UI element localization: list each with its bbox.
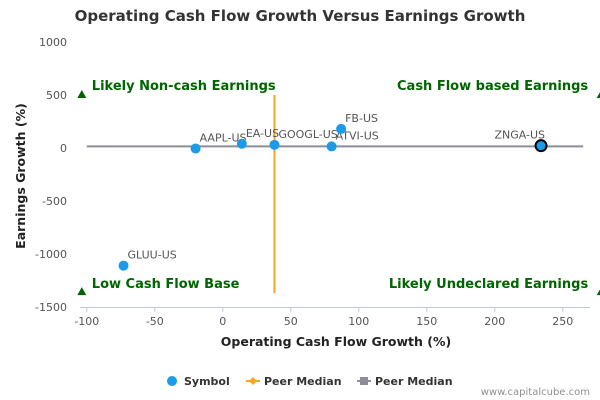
legend-symbol-marker — [167, 376, 177, 386]
y-tick-label: -1500 — [35, 301, 67, 314]
quadrant-marker — [596, 289, 600, 296]
x-tick-label: 50 — [284, 315, 298, 328]
data-point-highlight[interactable] — [534, 139, 548, 153]
data-point-label: GOOGL-US — [278, 128, 337, 141]
y-tick-label: 500 — [46, 89, 67, 102]
quadrant-marker — [77, 90, 87, 98]
x-tick-label: 100 — [348, 315, 369, 328]
data-point[interactable] — [190, 143, 201, 154]
data-point-label: EA-US — [246, 127, 279, 140]
median-lines — [86, 95, 584, 294]
data-point[interactable] — [236, 138, 247, 149]
axes: -100 -50 0 50 100 150 200 25010005000-500-1000-… — [35, 36, 590, 328]
quadrant-marker — [596, 92, 600, 98]
quadrant-label-bottom-left: Low Cash Flow Base — [92, 277, 240, 292]
legend-hline-marker-square — [360, 377, 368, 385]
legend: Symbol Peer Median Peer Median — [167, 375, 453, 388]
x-tick-label: 200 — [484, 315, 505, 328]
quadrant-labels: Likely Non-cash Earnings Cash Flow based … — [77, 79, 600, 296]
quadrant-label-bottom-right: Likely Undeclared Earnings — [389, 277, 589, 292]
data-point[interactable] — [336, 123, 347, 134]
data-point-label: ATVI-US — [336, 129, 379, 142]
y-axis-title: Earnings Growth (%) — [13, 103, 28, 249]
x-axis-title: Operating Cash Flow Growth (%) — [221, 334, 451, 349]
legend-label[interactable]: Symbol — [184, 375, 230, 388]
legend-label[interactable]: Peer Median — [375, 375, 453, 388]
x-tick-label: 0 — [219, 315, 226, 328]
y-tick-label: 1000 — [39, 36, 67, 49]
credit-text: www.capitalcube.com — [481, 387, 590, 398]
x-tick-label: 150 — [416, 315, 437, 328]
x-tick-label: -100 — [74, 315, 99, 328]
y-tick-label: -1000 — [35, 248, 67, 261]
data-point-label: GLUU-US — [128, 249, 177, 262]
quadrant-label-top-right: Cash Flow based Earnings — [397, 79, 588, 94]
legend-vline-marker-diamond — [249, 377, 257, 385]
chart-title: Operating Cash Flow Growth Versus Earnin… — [75, 7, 526, 25]
quadrant-label-top-left: Likely Non-cash Earnings — [92, 79, 276, 94]
x-tick-label: -50 — [146, 315, 164, 328]
data-point[interactable] — [118, 260, 129, 271]
quadrant-marker — [77, 287, 87, 296]
y-tick-label: 0 — [60, 142, 67, 155]
legend-label[interactable]: Peer Median — [264, 375, 342, 388]
y-tick-label: -500 — [42, 195, 67, 208]
x-tick-label: 250 — [552, 315, 573, 328]
data-point-label: ZNGA-US — [494, 129, 545, 142]
data-point[interactable] — [326, 141, 337, 152]
data-point-label: FB-US — [345, 112, 378, 125]
data-point-label: AAPL-US — [200, 132, 247, 145]
data-point[interactable] — [269, 139, 280, 150]
